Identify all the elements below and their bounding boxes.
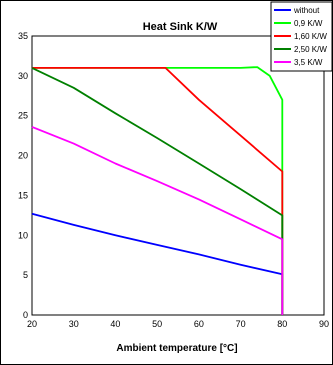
x-axis-label: Ambient temperature [°C] (116, 343, 237, 354)
y-tick-label: 30 (18, 71, 28, 81)
y-tick-label: 25 (18, 111, 28, 121)
y-tick-label: 20 (18, 151, 28, 161)
legend-entry: 3,5 K/W (294, 58, 323, 67)
x-tick-label: 70 (236, 319, 246, 329)
y-tick-label: 15 (18, 190, 28, 200)
tick-labels: 20 30 40 50 60 70 80 90 0 5 10 15 20 25 30 35 (18, 31, 329, 329)
y-tick-label: 35 (18, 31, 28, 41)
series-line-4 (31, 67, 284, 315)
legend: without 0,9 K/W 1,60 K/W 2,50 K/W 3,5 K/W (270, 1, 333, 72)
legend-entry: 1,60 K/W (294, 32, 327, 41)
y-tick-label: 5 (23, 270, 28, 280)
chart-title: Heat Sink K/W (143, 21, 218, 33)
plot-area (31, 35, 325, 316)
x-tick-label: 80 (277, 319, 287, 329)
series-lines (31, 66, 284, 315)
x-tick-label: 50 (152, 319, 162, 329)
legend-entry: 2,50 K/W (294, 45, 327, 54)
x-tick-label: 90 (319, 319, 329, 329)
legend-entry: without (293, 6, 320, 15)
x-tick-label: 40 (110, 319, 120, 329)
series-line-5 (31, 126, 284, 315)
x-tick-label: 60 (194, 319, 204, 329)
series-line-3 (32, 67, 284, 315)
x-tick-label: 30 (69, 319, 79, 329)
y-tick-label: 0 (23, 310, 28, 320)
x-tick-label: 20 (27, 319, 37, 329)
y-tick-label: 10 (18, 230, 28, 240)
axes (31, 35, 325, 316)
legend-entry: 0,9 K/W (294, 19, 323, 28)
series-line-1 (31, 212, 284, 315)
